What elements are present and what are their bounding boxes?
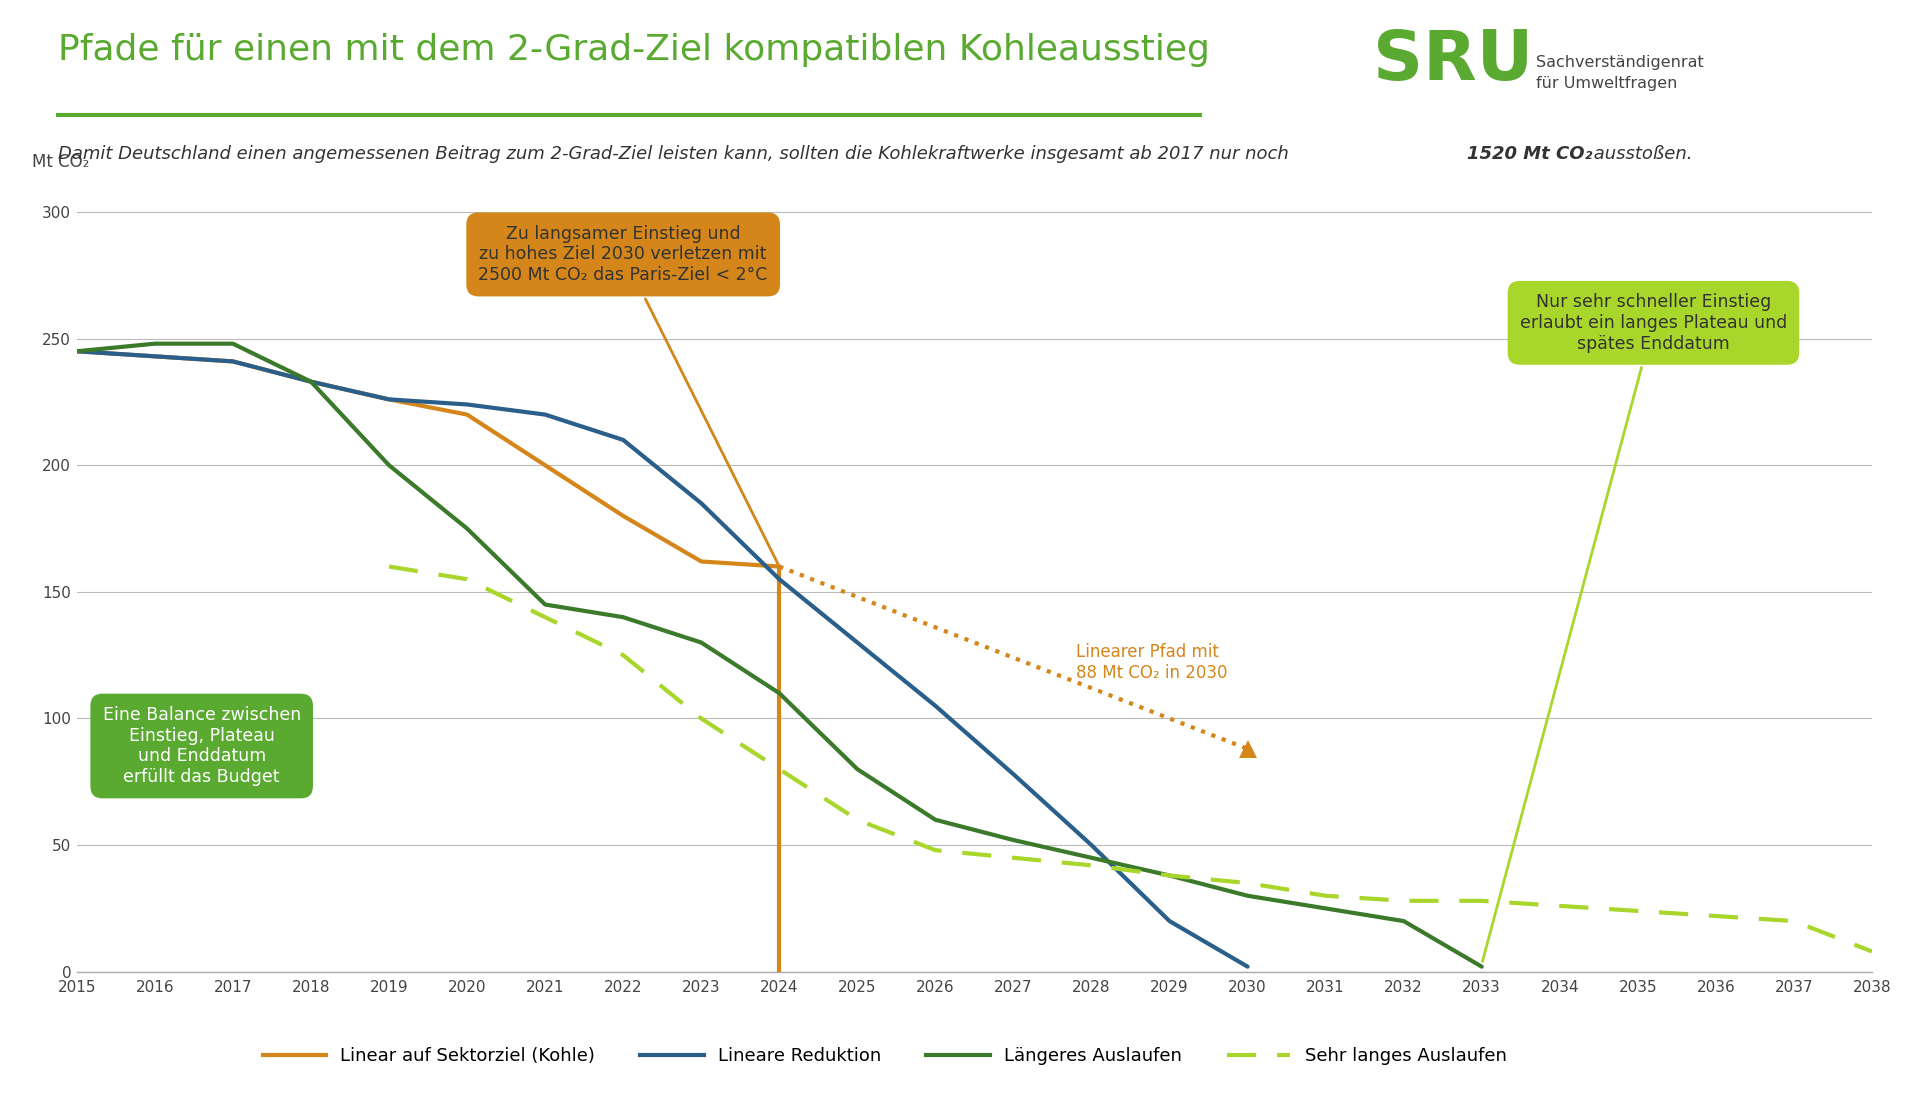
Text: Damit Deutschland einen angemessenen Beitrag zum 2-Grad-Ziel leisten kann, sollt: Damit Deutschland einen angemessenen Bei… [58, 145, 1294, 163]
Text: Linearer Pfad mit
88 Mt CO₂ in 2030: Linearer Pfad mit 88 Mt CO₂ in 2030 [1075, 643, 1227, 682]
Text: Nur sehr schneller Einstieg
erlaubt ein langes Plateau und
spätes Enddatum: Nur sehr schneller Einstieg erlaubt ein … [1482, 293, 1788, 962]
Text: SRU: SRU [1373, 27, 1532, 94]
Text: 1520 Mt CO₂: 1520 Mt CO₂ [1467, 145, 1592, 163]
Text: Eine Balance zwischen
Einstieg, Plateau
und Enddatum
erfüllt das Budget: Eine Balance zwischen Einstieg, Plateau … [102, 706, 301, 786]
Text: Sachverständigenrat
für Umweltfragen: Sachverständigenrat für Umweltfragen [1536, 55, 1703, 91]
Text: ausstoßen.: ausstoßen. [1588, 145, 1692, 163]
Text: Mt CO₂: Mt CO₂ [33, 153, 90, 171]
Text: Pfade für einen mit dem 2-Grad-Ziel kompatiblen Kohleausstieg: Pfade für einen mit dem 2-Grad-Ziel komp… [58, 33, 1210, 67]
Legend: Linear auf Sektorziel (Kohle), Lineare Reduktion, Längeres Auslaufen, Sehr lange: Linear auf Sektorziel (Kohle), Lineare R… [255, 1040, 1513, 1073]
Text: Zu langsamer Einstieg und
zu hohes Ziel 2030 verletzen mit
2500 Mt CO₂ das Paris: Zu langsamer Einstieg und zu hohes Ziel … [478, 225, 778, 564]
